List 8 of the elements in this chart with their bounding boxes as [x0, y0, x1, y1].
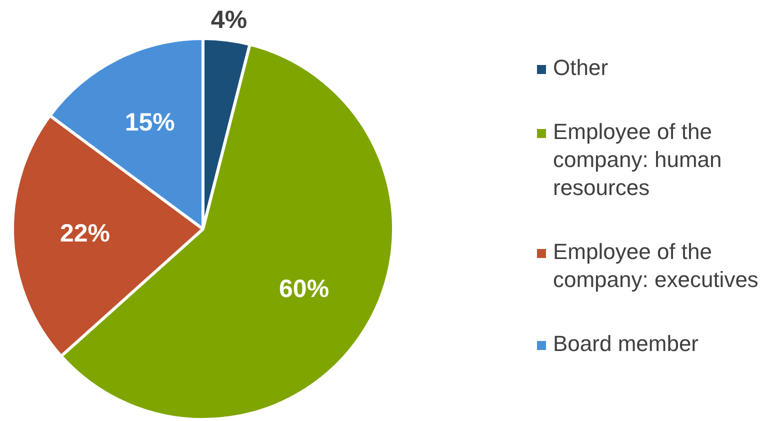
legend-label: Employee of the company: executives — [553, 238, 760, 294]
legend-label: Other — [553, 54, 610, 82]
data-label: 60% — [279, 275, 330, 304]
data-label: 15% — [124, 108, 175, 136]
legend-label: Employee of the company: human resources — [553, 118, 723, 202]
data-label: 4% — [210, 6, 248, 34]
legend-label: Board member — [553, 330, 700, 358]
data-label: 22% — [60, 219, 110, 248]
